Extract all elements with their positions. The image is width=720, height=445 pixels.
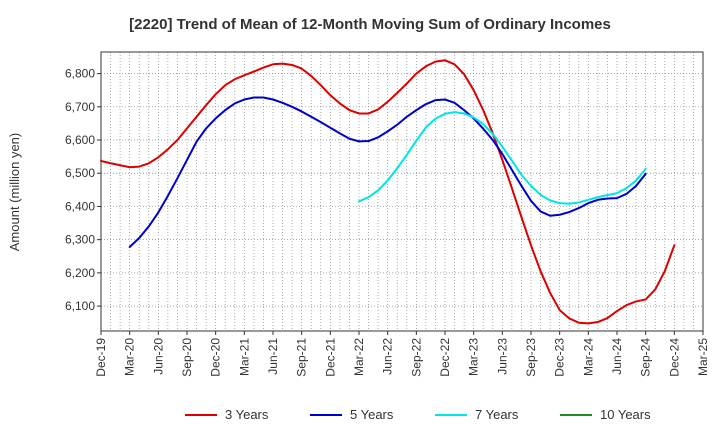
x-tick-label: Jun-20 <box>151 338 165 375</box>
plot-background <box>101 52 703 331</box>
y-tick-label: 6,300 <box>65 233 95 247</box>
series-line-7-years <box>358 111 647 205</box>
x-tick-label: Sep-24 <box>639 338 653 377</box>
series-line-3-years <box>100 59 676 325</box>
legend-label-5-years: 5 Years <box>350 407 394 422</box>
y-tick-label: 6,400 <box>65 199 95 213</box>
x-tick-label: Dec-22 <box>438 338 452 377</box>
x-tick-label: Dec-21 <box>323 338 337 377</box>
x-tick-label: Sep-20 <box>180 338 194 377</box>
y-tick-label: 6,700 <box>65 100 95 114</box>
series-line-5-years <box>128 96 647 248</box>
y-tick-label: 6,600 <box>65 133 95 147</box>
x-tick-label: Jun-23 <box>495 338 509 375</box>
chart-title: [2220] Trend of Mean of 12-Month Moving … <box>129 16 611 33</box>
legend: 3 Years 5 Years 7 Years 10 Years <box>185 407 651 422</box>
plot-area: 6,100 6,200 6,300 6,400 6,500 6,600 6,700 6,800… <box>65 51 710 377</box>
x-tick-label: Mar-23 <box>467 338 481 376</box>
y-tick-label: 6,100 <box>65 299 95 313</box>
x-tick-label: Sep-21 <box>295 338 309 377</box>
legend-label-3-years: 3 Years <box>225 407 269 422</box>
legend-label-7-years: 7 Years <box>475 407 519 422</box>
y-tick-label: 6,200 <box>65 266 95 280</box>
x-tick-label: Jun-21 <box>266 338 280 375</box>
y-axis-label: Amount (million yen) <box>7 133 22 252</box>
plot-border <box>100 51 704 332</box>
x-tick-label: Dec-23 <box>553 338 567 377</box>
y-tick-label: 6,500 <box>65 166 95 180</box>
x-tick-label: Mar-24 <box>581 338 595 376</box>
x-tick-label: Mar-22 <box>352 338 366 376</box>
x-tick-label: Dec-19 <box>94 338 108 377</box>
x-tick-label: Mar-21 <box>237 338 251 376</box>
x-tick-label: Jun-22 <box>381 338 395 375</box>
x-tick-label: Sep-23 <box>524 338 538 377</box>
x-tick-label: Mar-25 <box>696 338 710 376</box>
x-tick-label: Mar-20 <box>123 338 137 376</box>
x-tick-label: Jun-24 <box>610 338 624 375</box>
legend-label-10-years: 10 Years <box>600 407 651 422</box>
x-tick-label: Dec-24 <box>667 338 681 377</box>
y-tick-label: 6,800 <box>65 67 95 81</box>
x-tick-label: Sep-22 <box>409 338 423 377</box>
x-tick-label: Dec-20 <box>209 338 223 377</box>
